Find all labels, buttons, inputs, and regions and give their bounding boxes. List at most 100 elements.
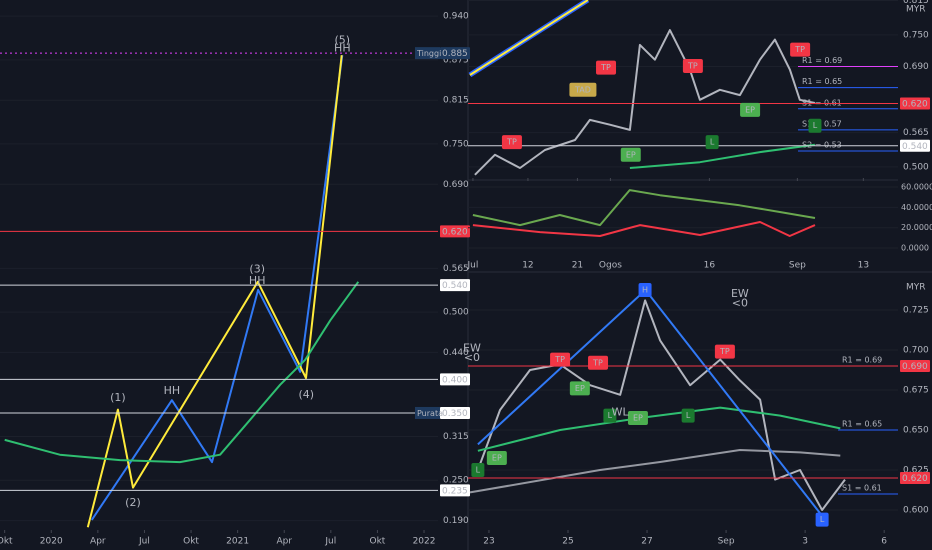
y-tick-label: 0.815 xyxy=(903,0,929,6)
level-label: R1 = 0.69 xyxy=(802,56,842,65)
annotation-box xyxy=(486,451,507,465)
annotation: EP xyxy=(626,150,636,159)
annotation-box xyxy=(808,118,822,133)
annotation: EP xyxy=(492,454,502,463)
level-label: R1 = 0.65 xyxy=(802,77,842,86)
price-label-box xyxy=(440,373,470,386)
annotation: (2) xyxy=(125,496,141,509)
annotation: TP xyxy=(592,358,603,367)
price-label-box xyxy=(900,472,930,484)
series-line xyxy=(476,299,846,511)
series-line xyxy=(86,55,343,528)
annotation-box xyxy=(790,42,811,57)
annotation: EP xyxy=(745,105,755,114)
annotation: TP xyxy=(554,355,565,364)
annotation: (5) xyxy=(335,33,351,46)
y-tick-label: 0.440 xyxy=(443,348,469,358)
annotation-box xyxy=(627,411,648,425)
price-label-box xyxy=(900,97,930,110)
x-tick-label: 2022 xyxy=(413,537,436,547)
x-tick-label: Jul xyxy=(324,537,336,547)
level-label: S2 = 0.53 xyxy=(802,141,842,150)
axis-unit: MYR xyxy=(906,5,926,15)
y-tick-label: 0.750 xyxy=(443,139,469,149)
annotation: L xyxy=(813,121,818,130)
price-tag: Tinggi xyxy=(416,49,441,58)
series-line xyxy=(469,0,589,76)
x-tick-label: 13 xyxy=(858,261,869,271)
y-tick-label: 0.565 xyxy=(903,128,929,138)
x-tick-label: 25 xyxy=(562,537,573,547)
y2-tick-label: 40.0000 xyxy=(901,203,932,212)
y-tick-label: 0.190 xyxy=(443,516,469,526)
annotation-box xyxy=(603,408,617,423)
y-tick-label: 0.815 xyxy=(443,96,469,106)
series-line xyxy=(469,449,841,494)
x-tick-label: 16 xyxy=(704,261,716,271)
x-tick-label: 3 xyxy=(802,537,808,547)
annotation: EP xyxy=(633,414,643,423)
x-tick-label: Jul xyxy=(138,537,150,547)
annotation: EW xyxy=(731,287,749,300)
price-label: 0.620 xyxy=(442,227,468,237)
price-label: 0.400 xyxy=(442,375,468,385)
y-tick-label: 0.315 xyxy=(443,432,469,442)
x-tick-label: 23 xyxy=(483,537,494,547)
price-label: 0.540 xyxy=(442,281,468,291)
annotation-box xyxy=(569,381,590,396)
level-label: S1 = 0.57 xyxy=(802,119,842,128)
x-tick-label: Jul xyxy=(467,261,479,271)
price-label: 0.235 xyxy=(442,486,468,496)
series-line xyxy=(472,189,816,227)
annotation-box xyxy=(471,463,485,477)
level-label: R1 = 0.69 xyxy=(842,356,882,365)
series-line xyxy=(472,221,816,237)
x-tick-label: Ogos xyxy=(599,261,622,271)
series-line xyxy=(90,55,344,521)
x-tick-label: 2021 xyxy=(226,537,249,547)
y2-tick-label: 20.0000 xyxy=(901,223,932,232)
annotation: EW xyxy=(463,341,481,354)
annotation: TP xyxy=(794,45,805,54)
annotation: L xyxy=(608,411,613,420)
y-tick-label: 0.500 xyxy=(443,308,469,318)
annotation-box xyxy=(638,283,652,297)
annotation: TP xyxy=(719,347,730,356)
annotation-box xyxy=(620,147,641,162)
y-tick-label: 0.690 xyxy=(903,62,929,72)
annotation-box xyxy=(501,135,522,150)
y-tick-label: 0.565 xyxy=(443,264,469,274)
x-tick-label: Okt xyxy=(0,537,13,547)
price-tag-box xyxy=(415,406,440,419)
annotation-box xyxy=(550,352,571,367)
annotation-box xyxy=(815,512,829,527)
y-tick-label: 0.500 xyxy=(903,162,929,172)
annotation: <0 xyxy=(464,351,480,364)
level-label: R1 = 0.65 xyxy=(842,420,882,429)
annotation: HH xyxy=(249,274,266,287)
annotation: L xyxy=(820,515,825,524)
price-label: 0.620 xyxy=(902,100,928,110)
annotation: H xyxy=(642,286,648,295)
annotation: EP xyxy=(575,384,585,393)
price-label: 0.620 xyxy=(902,474,928,484)
annotation: TP xyxy=(687,62,698,71)
y-tick-label: 0.750 xyxy=(903,30,929,40)
y-tick-label: 0.250 xyxy=(443,476,469,486)
y2-tick-label: 0.0000 xyxy=(901,244,929,253)
annotation-box xyxy=(588,355,609,370)
annotation-box xyxy=(569,82,597,97)
y-tick-label: 0.625 xyxy=(903,466,929,476)
annotation: TP xyxy=(506,138,517,147)
annotation: L xyxy=(710,138,715,147)
y-tick-label: 0.600 xyxy=(903,506,929,516)
annotation: <0 xyxy=(732,297,748,310)
x-tick-label: 12 xyxy=(522,261,533,271)
annotation: HH xyxy=(164,384,181,397)
series-line xyxy=(4,281,360,464)
price-label-box xyxy=(440,225,470,238)
price-tag: Purata xyxy=(417,409,443,418)
x-tick-label: 6 xyxy=(881,537,887,547)
annotation: L xyxy=(476,466,481,475)
y-tick-label: 0.940 xyxy=(443,12,469,22)
